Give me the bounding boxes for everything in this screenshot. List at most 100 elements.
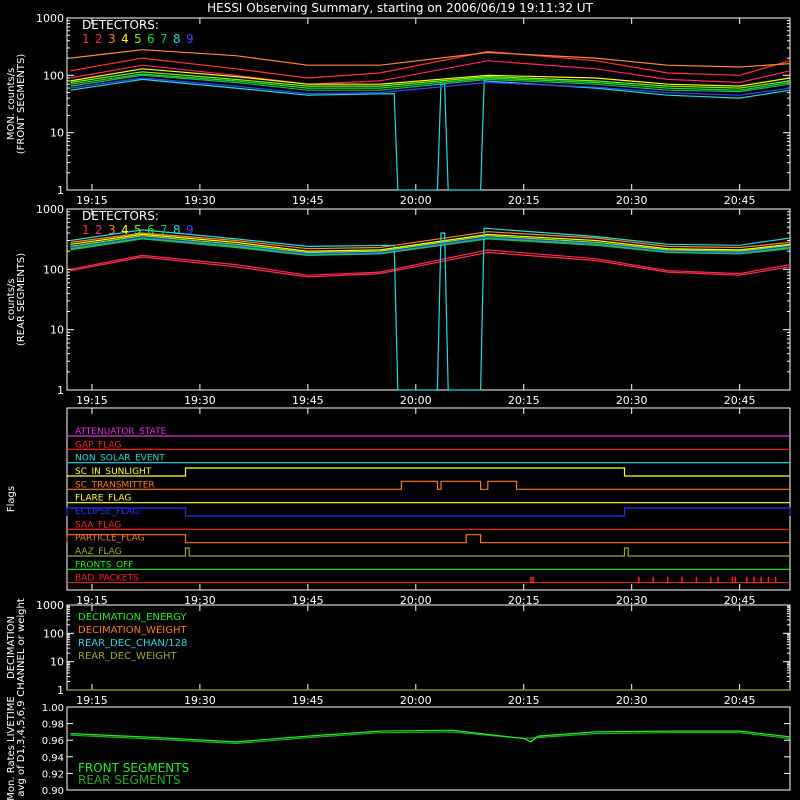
rear-series-line	[70, 238, 791, 257]
y-tick-label: 100	[43, 263, 64, 276]
front-series-line	[70, 78, 791, 191]
front-series-line	[70, 73, 791, 91]
flag-label: FLARE_FLAG	[75, 494, 131, 504]
livetime-legend-item: REAR SEGMENTS	[78, 773, 181, 787]
rear-series-line	[70, 231, 791, 250]
y-tick-label: 0.98	[42, 720, 64, 731]
rear-series-line	[70, 237, 791, 256]
y-tick-label: 10	[50, 127, 64, 140]
detector-legend-item: 7	[160, 223, 168, 237]
y-tick-label: 1	[57, 684, 64, 697]
flag-label: GAP_FLAG	[75, 440, 121, 450]
livetime-series-line	[70, 729, 791, 743]
decimation-legend-item: DECIMATION_ENERGY	[78, 612, 187, 623]
detector-legend-item: 3	[108, 32, 116, 46]
detector-legend-item: 4	[121, 32, 129, 46]
x-tick-label: 19:30	[184, 594, 216, 607]
detector-legend-item: 3	[108, 223, 116, 237]
flags-y-label: Flags	[6, 486, 17, 512]
x-tick-label: 20:15	[508, 194, 540, 207]
x-tick-label: 20:45	[724, 594, 756, 607]
rear-series-line	[70, 233, 791, 252]
x-tick-label: 20:00	[400, 194, 432, 207]
detector-legend-item: 6	[147, 223, 155, 237]
flag-label: BAD_PACKETS	[75, 574, 139, 584]
flag-line	[67, 480, 790, 490]
x-tick-label: 20:30	[616, 694, 648, 707]
livetime-y-label: avg of D1,3,4,5,6,9	[16, 700, 27, 796]
flag-label: SAA_FLAG	[75, 520, 121, 530]
front-series-line	[70, 71, 791, 89]
detector-legend-item: 4	[121, 223, 129, 237]
x-tick-label: 19:45	[292, 394, 324, 407]
x-tick-label: 19:30	[184, 394, 216, 407]
flag-line	[67, 547, 790, 557]
decimation-legend-item: REAR_DEC_CHAN/128	[78, 638, 187, 649]
x-tick-label: 20:45	[724, 194, 756, 207]
y-tick-label: 100	[43, 69, 64, 82]
y-tick-label: 10	[50, 656, 64, 669]
detector-legend-item: 1	[82, 223, 90, 237]
front-series-line	[70, 60, 791, 85]
x-tick-label: 19:45	[292, 594, 324, 607]
front-series-line	[70, 68, 791, 87]
decimation-y-label: DECIMATION	[6, 616, 17, 679]
detector-legend-title: DETECTORS:	[82, 18, 159, 32]
flag-line	[66, 507, 791, 517]
flag-label: NON_SOLAR_EVENT	[75, 454, 165, 464]
x-tick-label: 19:30	[184, 194, 216, 207]
detector-legend-item: 5	[134, 32, 142, 46]
y-tick-label: 100	[43, 627, 64, 640]
x-tick-label: 20:45	[724, 694, 756, 707]
detector-legend-item: 8	[173, 32, 181, 46]
rear-series-line	[70, 251, 791, 278]
x-tick-label: 20:00	[400, 594, 432, 607]
decimation-y-label: CHANNEL or weight	[16, 598, 27, 697]
livetime-y-label: Mon. Rates LIVETIME	[6, 696, 17, 800]
x-tick-label: 19:45	[292, 194, 324, 207]
x-tick-label: 19:30	[184, 694, 216, 707]
flags-panel-frame	[66, 407, 791, 591]
detector-legend-item: 2	[95, 32, 103, 46]
detector-legend-item: 7	[160, 32, 168, 46]
x-tick-label: 20:00	[400, 694, 432, 707]
flag-label: ECLIPSE_FLAG	[75, 507, 139, 517]
x-tick-label: 20:15	[508, 594, 540, 607]
front-series-line	[70, 50, 791, 79]
flag-label: AAZ_FLAG	[75, 547, 122, 557]
x-tick-label: 20:30	[616, 194, 648, 207]
detector-legend-item: 9	[186, 32, 194, 46]
x-tick-label: 20:30	[616, 394, 648, 407]
y-tick-label: 0.94	[42, 753, 64, 764]
detector-legend-item: 1	[82, 32, 90, 46]
rear-y-label: counts/s	[6, 278, 17, 320]
x-tick-label: 20:15	[508, 394, 540, 407]
rear-series-line	[70, 236, 791, 255]
x-tick-label: 20:15	[508, 694, 540, 707]
flag-label: FRONTS_OFF	[75, 560, 133, 570]
front-series-line	[70, 49, 791, 68]
y-tick-label: 0.96	[42, 736, 64, 747]
livetime-panel-frame	[66, 706, 791, 791]
x-tick-label: 19:15	[76, 194, 108, 207]
detector-legend-item: 2	[95, 223, 103, 237]
flag-line	[67, 467, 790, 477]
rear-y-label: (REAR SEGMENTS)	[16, 253, 27, 346]
x-tick-label: 20:45	[724, 394, 756, 407]
rear-series-line	[70, 235, 791, 254]
flag-line	[66, 534, 790, 544]
x-tick-label: 20:00	[400, 394, 432, 407]
rear-series-line	[70, 227, 791, 391]
flag-label: SC_IN_SUNLIGHT	[75, 467, 152, 477]
detector-legend-title: DETECTORS:	[82, 209, 159, 223]
flag-label: SC_TRANSMITTER	[75, 480, 155, 490]
decimation-legend-item: DECIMATION_WEIGHT	[78, 625, 187, 636]
y-tick-label: 1000	[36, 599, 64, 612]
y-tick-label: 1.00	[42, 703, 64, 714]
detector-legend-item: 5	[134, 223, 142, 237]
flag-label: ATTENUATOR_STATE	[75, 427, 167, 437]
decimation-legend-item: REAR_DEC_WEIGHT	[78, 651, 177, 662]
y-tick-label: 1	[57, 184, 64, 197]
